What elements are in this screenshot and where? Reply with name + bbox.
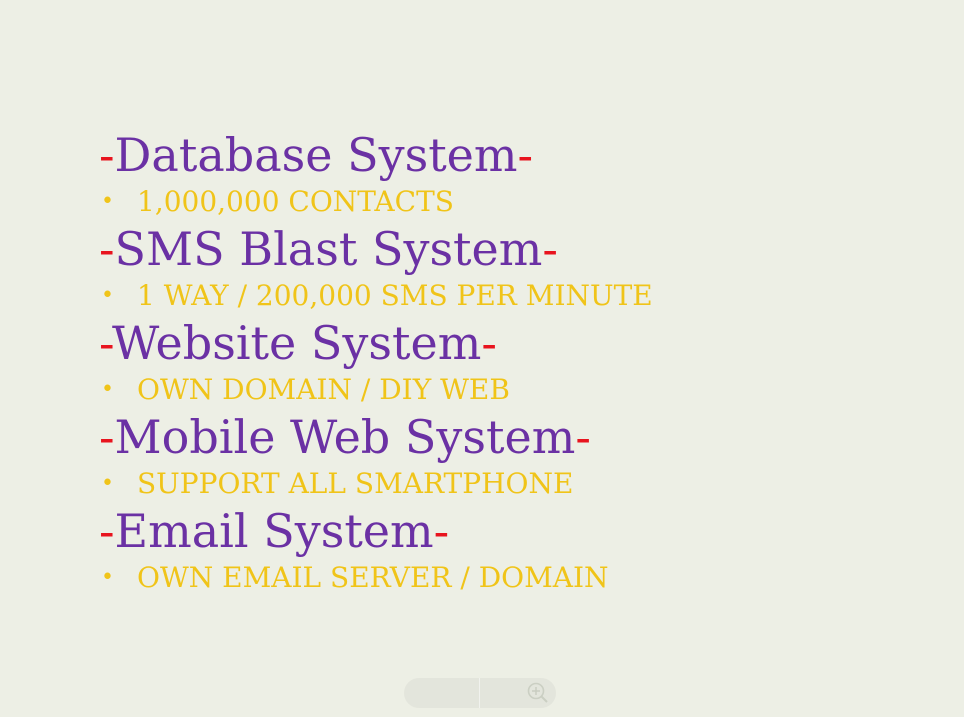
bullet-item: • OWN EMAIL SERVER / DOMAIN [99,558,919,598]
section-heading: -Database System- [99,128,919,182]
bullet-text: SUPPORT ALL SMARTPHONE [137,467,574,500]
zoom-in-button[interactable] [480,678,556,708]
bullet-dot: • [101,471,114,496]
dash-right: - [575,410,591,464]
section-heading: -SMS Blast System- [99,222,919,276]
bullet-dot: • [101,283,114,308]
dash-left: - [99,316,113,370]
section-sms-blast: -SMS Blast System- • 1 WAY / 200,000 SMS… [99,222,919,316]
heading-text: Website System [112,316,482,370]
bullet-item: • OWN DOMAIN / DIY WEB [99,370,919,410]
bullet-item: • 1,000,000 CONTACTS [99,182,919,222]
slide-content: -Database System- • 1,000,000 CONTACTS -… [99,128,919,598]
heading-text: SMS Blast System [114,222,543,276]
zoom-in-icon [527,682,548,703]
dash-left: - [99,222,115,276]
section-heading: -Email System- [99,504,919,558]
bullet-text: 1,000,000 CONTACTS [137,185,454,218]
heading-text: Mobile Web System [114,410,576,464]
bullet-text: OWN EMAIL SERVER / DOMAIN [137,561,609,594]
dash-left: - [99,504,115,558]
bullet-dot: • [101,377,114,402]
section-heading: -Website System- [99,316,919,370]
dash-right: - [542,222,558,276]
section-mobile-web: -Mobile Web System- • SUPPORT ALL SMARTP… [99,410,919,504]
section-email: -Email System- • OWN EMAIL SERVER / DOMA… [99,504,919,598]
heading-text: Email System [114,504,434,558]
section-heading: -Mobile Web System- [99,410,919,464]
dash-left: - [99,410,115,464]
bullet-item: • SUPPORT ALL SMARTPHONE [99,464,919,504]
bullet-item: • 1 WAY / 200,000 SMS PER MINUTE [99,276,919,316]
zoom-control [404,678,556,708]
bullet-dot: • [101,189,114,214]
bullet-text: 1 WAY / 200,000 SMS PER MINUTE [137,279,653,312]
section-database: -Database System- • 1,000,000 CONTACTS [99,128,919,222]
dash-right: - [517,128,534,182]
bullet-dot: • [101,565,114,590]
dash-right: - [433,504,450,558]
dash-left: - [99,128,115,182]
dash-right: - [481,316,497,370]
bullet-text: OWN DOMAIN / DIY WEB [137,373,510,406]
zoom-out-button[interactable] [404,678,480,708]
heading-text: Database System [114,128,518,182]
section-website: -Website System- • OWN DOMAIN / DIY WEB [99,316,919,410]
